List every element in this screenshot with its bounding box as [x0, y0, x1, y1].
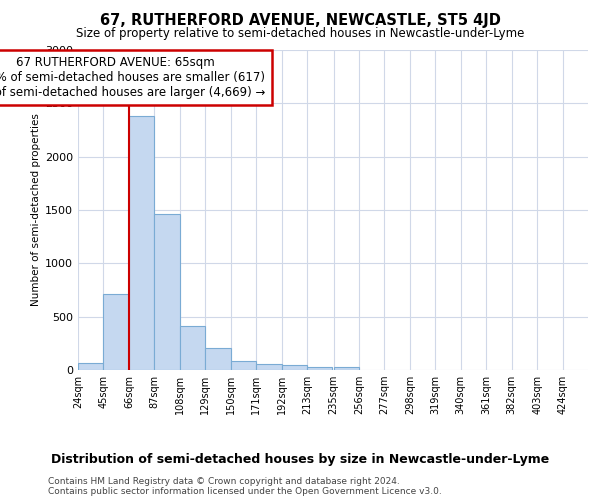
Bar	[334, 368, 359, 370]
Bar	[256, 364, 281, 370]
Text: Contains HM Land Registry data © Crown copyright and database right 2024.: Contains HM Land Registry data © Crown c…	[48, 478, 400, 486]
Text: 67, RUTHERFORD AVENUE, NEWCASTLE, ST5 4JD: 67, RUTHERFORD AVENUE, NEWCASTLE, ST5 4J…	[100, 12, 500, 28]
Text: Contains public sector information licensed under the Open Government Licence v3: Contains public sector information licen…	[48, 488, 442, 496]
Bar	[103, 294, 129, 370]
Bar	[205, 348, 230, 370]
Text: 67 RUTHERFORD AVENUE: 65sqm
← 12% of semi-detached houses are smaller (617)
87% : 67 RUTHERFORD AVENUE: 65sqm ← 12% of sem…	[0, 56, 266, 100]
Bar	[180, 326, 205, 370]
Text: Distribution of semi-detached houses by size in Newcastle-under-Lyme: Distribution of semi-detached houses by …	[51, 452, 549, 466]
Bar	[129, 116, 154, 370]
Bar	[230, 361, 256, 370]
Y-axis label: Number of semi-detached properties: Number of semi-detached properties	[31, 114, 41, 306]
Text: Size of property relative to semi-detached houses in Newcastle-under-Lyme: Size of property relative to semi-detach…	[76, 28, 524, 40]
Bar	[281, 365, 307, 370]
Bar	[307, 367, 332, 370]
Bar	[154, 214, 180, 370]
Bar	[78, 363, 103, 370]
